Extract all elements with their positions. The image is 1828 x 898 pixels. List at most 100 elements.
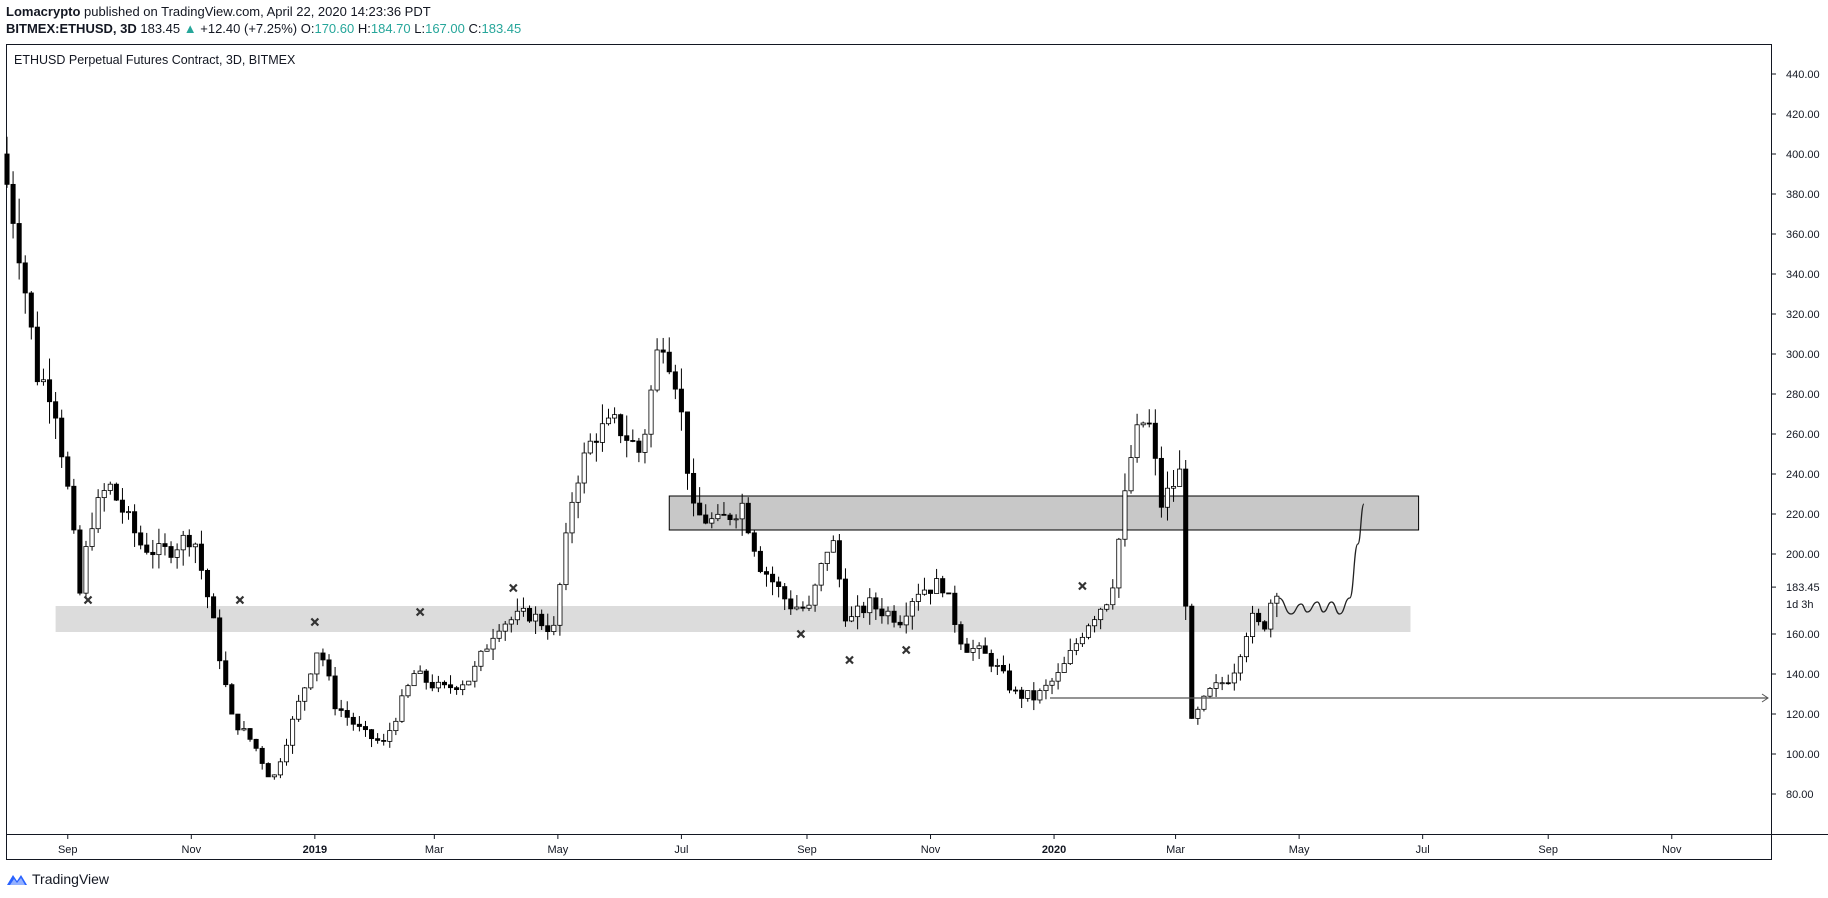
candle-body (927, 589, 934, 594)
candle-body (897, 621, 903, 626)
candle-body (879, 608, 885, 617)
candle-body (697, 502, 703, 516)
candle-body (605, 417, 612, 425)
candle-body (976, 645, 982, 649)
y-tick-label: 400.00 (1786, 149, 1820, 161)
candle-body (867, 597, 873, 614)
candle-body (1000, 664, 1006, 672)
cross-mark-icon[interactable] (901, 645, 911, 655)
projection-curve[interactable] (1278, 503, 1365, 615)
candle-body (1006, 670, 1013, 691)
close-value: 183.45 (481, 21, 522, 36)
price-change: +12.40 (+7.25%) (200, 21, 298, 36)
candle-body (229, 684, 235, 715)
cross-mark-icon[interactable] (415, 607, 425, 617)
candle-body (964, 643, 970, 653)
candle-body (593, 440, 599, 443)
candle-body (265, 763, 271, 778)
candle-body (1140, 422, 1146, 426)
time-axis[interactable]: Sep Nov 2019 Mar May Jul Sep Nov 2020 Mar May Jul Se… (58, 834, 1682, 856)
candle-body (198, 543, 204, 571)
candle-body (1067, 650, 1073, 665)
candle-body (1152, 422, 1158, 459)
resistance-zone[interactable] (668, 495, 1420, 531)
candle-body (16, 223, 22, 264)
candle-body (818, 563, 824, 586)
candle-body (618, 414, 624, 437)
candle-body (10, 183, 16, 224)
x-tick-label: May (547, 844, 568, 856)
candle-body (423, 670, 429, 683)
candle-body (356, 723, 362, 727)
candle-body (715, 513, 721, 520)
candle-body (381, 740, 387, 742)
candle-body (4, 153, 10, 185)
candle-body (794, 606, 800, 610)
up-triangle-icon: ▲ (183, 21, 197, 36)
candle-body (1164, 487, 1170, 508)
candle-body (223, 660, 229, 686)
candle-body (842, 578, 848, 622)
candles-layer (4, 136, 1280, 780)
candle-body (642, 433, 648, 453)
candle-body (703, 514, 709, 524)
candle-body (660, 349, 666, 353)
candle-body (53, 401, 59, 419)
candle-body (89, 528, 95, 547)
candle-body (1025, 690, 1031, 699)
author-name[interactable]: Lomacrypto (6, 4, 81, 19)
candle-body (1177, 468, 1183, 487)
candle-body (1250, 612, 1256, 637)
candle-body (107, 483, 113, 491)
candle-body (830, 540, 836, 553)
candle-body (1207, 688, 1213, 697)
y-tick-label: 260.00 (1786, 429, 1820, 441)
cross-mark-icon[interactable] (83, 595, 93, 605)
candle-body (168, 546, 174, 558)
cross-mark-icon[interactable] (310, 617, 320, 627)
x-tick-label: Sep (797, 844, 817, 856)
candle-countdown-label: 1d 3h (1786, 599, 1814, 611)
candle-body (59, 417, 65, 458)
candle-body (782, 586, 788, 600)
y-tick-label: 240.00 (1786, 469, 1820, 481)
y-tick-label: 440.00 (1786, 69, 1820, 81)
open-label: O: (300, 21, 315, 36)
x-tick-label: Nov (1662, 844, 1682, 856)
support-zone[interactable] (55, 606, 1411, 632)
cross-mark-icon[interactable] (509, 583, 518, 593)
candle-body (1134, 424, 1140, 459)
candle-body (241, 728, 247, 731)
candle-body (885, 610, 891, 617)
cross-mark-icon[interactable] (845, 655, 854, 665)
cross-mark-icon[interactable] (1078, 581, 1087, 591)
candle-body (40, 379, 46, 383)
x-tick-label: Nov (182, 844, 202, 856)
footer-branding[interactable]: TradingView (6, 871, 109, 887)
candle-body (71, 485, 77, 531)
candle-body (417, 670, 423, 675)
candle-body (921, 589, 927, 595)
candle-body (217, 617, 223, 662)
tradingview-logo-icon (7, 875, 27, 885)
candle-body (812, 584, 818, 606)
candle-body (150, 551, 156, 556)
candle-body (763, 571, 769, 575)
cross-mark-icon[interactable] (235, 595, 245, 605)
candle-body (551, 624, 557, 632)
candle-body (1037, 690, 1043, 701)
candle-body (441, 681, 447, 686)
candle-body (946, 592, 952, 595)
cross-mark-icon[interactable] (796, 629, 806, 639)
candle-body (800, 606, 806, 609)
candle-body (271, 774, 277, 778)
y-tick-label: 380.00 (1786, 189, 1820, 201)
candle-body (478, 650, 484, 667)
candle-body (405, 685, 411, 697)
drawings-layer (83, 503, 1769, 703)
candle-body (1237, 656, 1243, 674)
candle-body (211, 596, 217, 619)
candle-body (624, 435, 630, 441)
price-axis[interactable]: 440.00 420.00 400.00 380.00 360.00 340.00 320.… (1771, 69, 1820, 801)
